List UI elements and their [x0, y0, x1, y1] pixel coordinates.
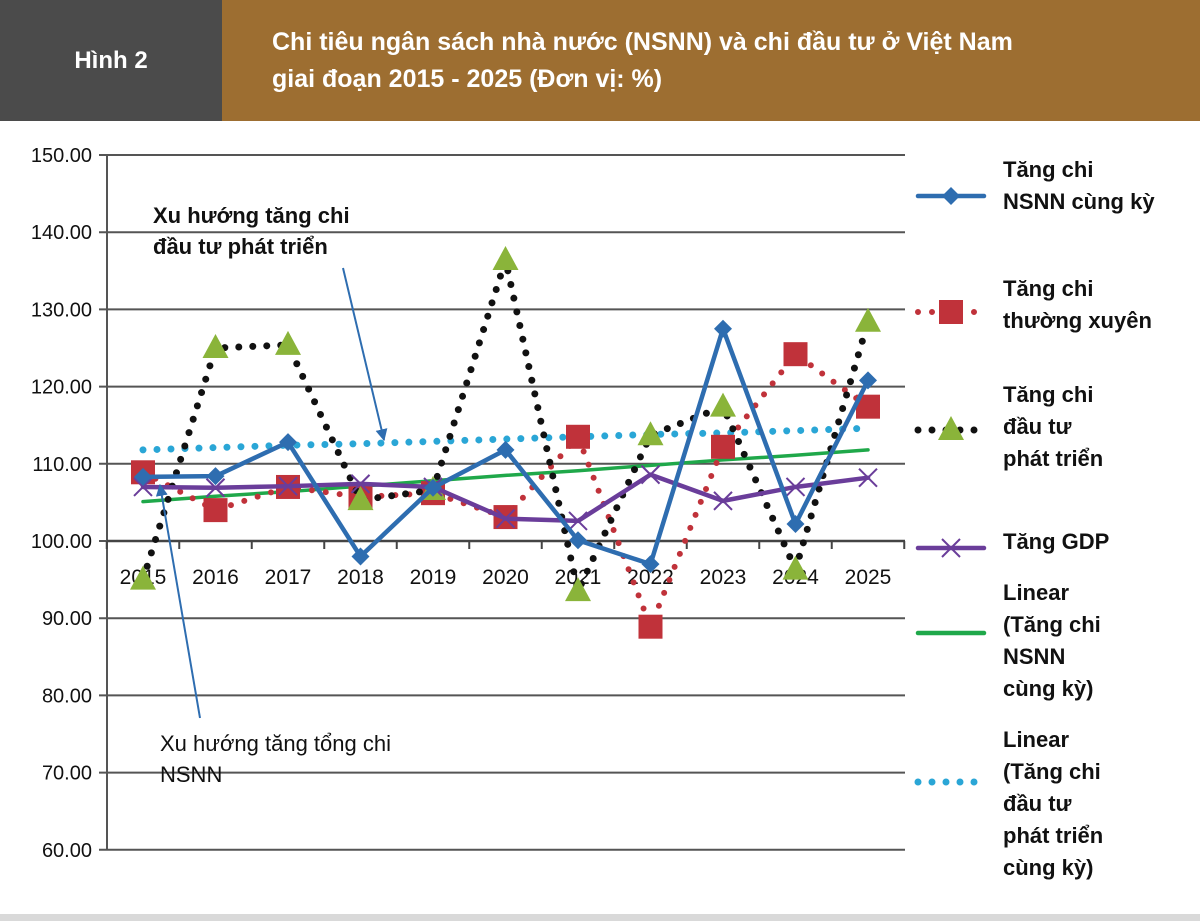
data-point: [134, 467, 152, 486]
data-point: [855, 307, 881, 332]
legend-marker-0: [915, 187, 987, 205]
data-point: [495, 508, 516, 529]
annotation-arrow: [342, 267, 388, 442]
data-point: [133, 477, 153, 497]
data-point: [496, 440, 515, 459]
title-line-2: giai đoạn 2015 - 2025 (Đơn vị: %): [272, 65, 663, 93]
data-point: [859, 371, 877, 390]
figure-label: Hình 2: [0, 0, 222, 121]
data-point: [206, 467, 225, 486]
y-tick-label: 60.00: [42, 840, 92, 862]
series-5: [139, 424, 872, 454]
data-point: [347, 486, 374, 511]
x-tick-label: 2023: [700, 566, 747, 589]
data-point: [568, 511, 588, 531]
x-tick-label: 2018: [337, 566, 384, 589]
y-tick-label: 70.00: [42, 763, 92, 785]
series-3: [133, 464, 878, 531]
series-4: [141, 448, 870, 504]
annotation-total-trend: Xu hướng tăng tổng chi NSNN: [160, 731, 391, 787]
series-line: [141, 448, 870, 504]
data-point: [713, 491, 733, 511]
legend-label-linear-dau-tu: Linear (Tăng chi đầu tư phát triển cùng …: [1003, 727, 1104, 880]
data-point: [710, 392, 736, 417]
data-point: [492, 245, 519, 270]
y-tick-label: 90.00: [42, 608, 92, 630]
data-point: [641, 555, 660, 574]
x-tick-label: 2016: [192, 566, 239, 589]
data-point: [203, 498, 228, 523]
y-tick-label: 140.00: [31, 222, 92, 244]
x-tick-label: 2017: [265, 566, 312, 589]
data-point: [783, 342, 808, 367]
legend-label-linear-nsnn: Linear (Tăng chi NSNN cùng kỳ): [1003, 580, 1101, 701]
data-point: [786, 515, 805, 534]
data-point: [351, 547, 370, 566]
data-point: [640, 464, 661, 485]
data-point: [711, 434, 735, 459]
series-0: [134, 319, 877, 574]
data-point: [205, 478, 226, 498]
data-point: [350, 474, 371, 494]
legend-marker-2: [914, 416, 988, 440]
annotation-investment-trend: Xu hướng tăng chi đầu tư phát triển: [153, 203, 350, 259]
legend-label-gdp: Tăng GDP: [1003, 529, 1110, 554]
annotation-arrow: [155, 483, 201, 719]
legend-label-dau-tu: Tăng chi đầu tư phát triển: [1003, 382, 1104, 471]
legend-symbol: [938, 416, 964, 440]
legend-symbol: [939, 300, 963, 324]
legend-symbol: [941, 538, 961, 558]
series-2: [130, 245, 881, 602]
data-point: [858, 467, 878, 488]
x-tick-label: 2019: [410, 566, 457, 589]
data-point: [275, 330, 301, 355]
legend-label-nsnn: Tăng chi NSNN cùng kỳ: [1003, 157, 1155, 214]
y-tick-label: 100.00: [31, 531, 92, 553]
data-point: [566, 424, 590, 449]
y-tick-label: 120.00: [31, 377, 92, 399]
data-point: [278, 476, 298, 496]
legend-label-thuong-xuyen: Tăng chi thường xuyên: [1003, 276, 1152, 333]
y-tick-label: 80.00: [42, 685, 92, 707]
bottom-border: [0, 914, 1200, 921]
data-point: [714, 319, 732, 338]
chart-title: Chi tiêu ngân sách nhà nước (NSNN) và ch…: [222, 0, 1200, 121]
title-line-1: Chi tiêu ngân sách nhà nước (NSNN) và ch…: [272, 28, 1013, 56]
legend-marker-1: [915, 300, 987, 324]
data-point: [569, 531, 587, 550]
x-tick-label: 2020: [482, 566, 529, 589]
data-point: [785, 477, 806, 497]
data-point: [638, 614, 663, 639]
data-point: [637, 421, 664, 446]
x-tick-label: 2025: [845, 566, 892, 589]
series-line: [139, 424, 872, 454]
data-point: [130, 565, 156, 590]
data-point: [424, 478, 442, 497]
legend-symbol: [942, 187, 960, 205]
y-tick-label: 150.00: [31, 145, 92, 167]
data-point: [565, 577, 591, 602]
data-point: [202, 334, 229, 358]
y-tick-label: 130.00: [31, 299, 92, 321]
data-point: [279, 433, 297, 452]
x-tick-label: 2022: [627, 566, 674, 589]
legend-marker-3: [915, 538, 987, 558]
y-tick-label: 110.00: [32, 454, 92, 476]
data-point: [782, 555, 809, 580]
